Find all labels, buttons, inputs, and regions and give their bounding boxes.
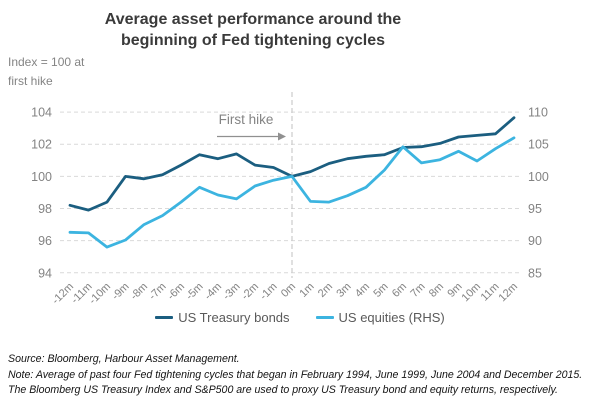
x-axis-tick: 7m [408, 281, 427, 300]
x-axis-tick: 0m [279, 281, 298, 300]
chart-title-line1: Average asset performance around the [104, 11, 402, 28]
x-axis-tick: 6m [390, 281, 409, 300]
x-axis-tick: -8m [128, 281, 150, 303]
x-axis-tick: -7m [147, 281, 169, 303]
x-axis-tick: -9m [110, 281, 132, 303]
left-axis-note-line1: Index = 100 at [8, 55, 85, 69]
x-axis-tick: -3m [221, 281, 243, 303]
x-axis-tick: 2m [316, 281, 335, 300]
y-axis-tick-right: 90 [528, 234, 542, 248]
x-axis-tick: -6m [165, 281, 187, 303]
footnotes: Source: Bloomberg, Harbour Asset Managem… [8, 352, 596, 399]
footnote-note: Note: Average of past four Fed tightenin… [8, 368, 583, 397]
legend-label-treasury-bonds: US Treasury bonds [178, 310, 290, 325]
y-axis-tick-left: 102 [31, 138, 52, 152]
legend-item-treasury-bonds: US Treasury bonds [155, 310, 290, 325]
left-axis-note-line2: first hike [8, 74, 53, 88]
chart-legend: US Treasury bonds US equities (RHS) [0, 310, 600, 325]
chart-title-line2: beginning of Fed tightening cycles [120, 32, 385, 49]
y-axis-tick-left: 98 [38, 202, 52, 216]
y-axis-tick-left: 104 [31, 106, 52, 120]
us-equities-swatch-icon [315, 316, 334, 319]
chart-canvas: 104 110 102 105 100 100 98 95 96 90 94 85 First hike… [31, 92, 549, 307]
y-axis-tick-left: 96 [38, 234, 52, 248]
x-axis-tick: -1m [258, 281, 280, 303]
y-axis-tick-right: 110 [528, 106, 548, 120]
y-axis-tick-left: 94 [38, 266, 52, 280]
x-axis-tick: 1m [297, 281, 316, 300]
x-axis-tick: -5m [184, 281, 206, 303]
footnote-source: Source: Bloomberg, Harbour Asset Managem… [8, 353, 240, 365]
x-axis-tick: 11m [479, 281, 502, 304]
legend-item-us-equities: US equities (RHS) [315, 310, 445, 325]
x-axis-tick: 3m [334, 281, 353, 300]
x-axis-tick: 4m [353, 281, 372, 300]
chart-title: Average asset performance around the beg… [0, 9, 506, 51]
x-axis-tick: 12m [496, 281, 520, 305]
x-axis-tick: 8m [427, 281, 446, 300]
first-hike-annotation: First hike [219, 112, 274, 127]
first-hike-arrowhead-icon [278, 132, 286, 141]
treasury-bonds-swatch-icon [155, 316, 174, 319]
y-axis-tick-left: 100 [31, 170, 52, 184]
y-axis-tick-right: 105 [528, 138, 549, 152]
legend-label-us-equities: US equities (RHS) [338, 310, 445, 325]
left-axis-note: Index = 100 at first hike [8, 53, 84, 91]
y-axis-tick-right: 85 [528, 266, 542, 280]
x-axis-tick: -2m [239, 281, 261, 303]
y-axis-tick-right: 95 [528, 202, 542, 216]
y-axis-tick-right: 100 [528, 170, 549, 184]
x-axis-tick: -4m [202, 281, 224, 303]
x-axis-tick: 5m [371, 281, 390, 300]
x-axis-tick: 10m [459, 281, 483, 305]
series-line-us-equities-rhs- [68, 136, 516, 249]
